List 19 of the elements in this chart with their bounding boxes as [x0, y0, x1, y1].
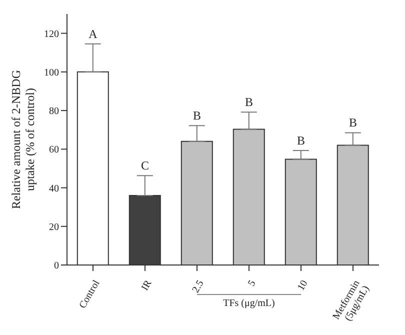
- y-axis-title: Relative amount of 2-NBDG uptake (% of control): [9, 70, 37, 209]
- annotation: B: [192, 108, 202, 123]
- annotation: C: [140, 158, 150, 173]
- annotation: A: [88, 26, 98, 41]
- x-axis-title: TFs (μg/mL): [222, 298, 276, 309]
- y-tick-label: 0: [54, 260, 59, 272]
- x-tick-label: IR: [140, 278, 154, 293]
- y-tick-label: 60: [49, 144, 59, 156]
- y-tick-label: 20: [49, 222, 59, 233]
- x-tick-label: 2.5: [190, 278, 206, 295]
- annotation: B: [244, 95, 254, 110]
- y-tick-label: 100: [44, 67, 59, 78]
- y-tick-label: 40: [49, 183, 59, 194]
- y-tick-label: 120: [44, 28, 59, 40]
- annotation: B: [348, 116, 358, 130]
- x-tick-label: 5: [246, 278, 258, 288]
- annotation: B: [296, 134, 306, 148]
- x-tick-label: 10: [296, 278, 310, 293]
- y-tick-label: 80: [49, 106, 59, 118]
